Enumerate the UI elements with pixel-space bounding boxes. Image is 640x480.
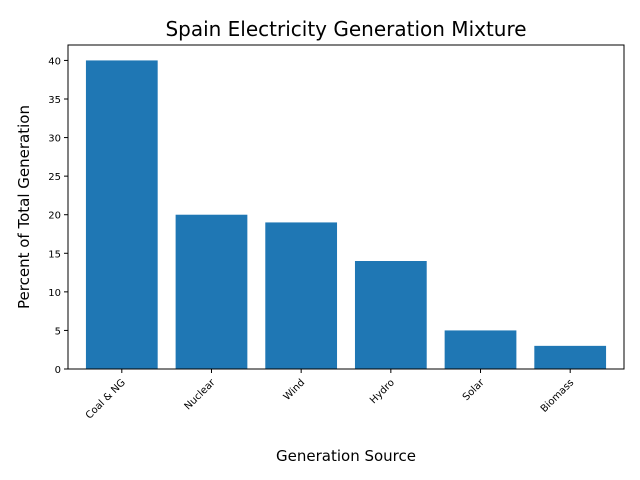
y-tick-label: 15 — [48, 249, 61, 260]
y-tick-label: 0 — [55, 365, 61, 376]
bar-biomass — [534, 345, 607, 369]
chart-title: Spain Electricity Generation Mixture — [165, 17, 526, 41]
y-axis-ticks: 0 5 10 15 20 25 30 35 40 — [48, 56, 68, 376]
x-tick-label: Hydro — [368, 377, 397, 406]
x-tick-label: Coal & NG — [84, 377, 128, 421]
bar-coal-ng — [85, 60, 158, 370]
x-axis-label: Generation Source — [276, 447, 416, 465]
y-tick-label: 25 — [48, 172, 61, 183]
y-tick-label: 40 — [48, 56, 61, 67]
bar-nuclear — [175, 214, 248, 369]
bar-solar — [444, 330, 517, 369]
y-tick-label: 30 — [48, 134, 61, 145]
x-axis-ticks: Coal & NG Nuclear Wind Hydro Solar Biomass — [84, 369, 577, 421]
y-tick-label: 10 — [48, 288, 61, 299]
y-tick-label: 5 — [55, 326, 61, 337]
x-tick-label: Biomass — [539, 377, 577, 415]
bars-group — [85, 60, 607, 370]
x-tick-label: Solar — [461, 377, 487, 403]
bar-hydro — [354, 261, 427, 369]
plot-frame — [67, 44, 625, 370]
y-tick-label: 20 — [48, 211, 61, 222]
y-tick-label: 35 — [48, 95, 61, 106]
x-tick-label: Nuclear — [183, 377, 219, 413]
bar-wind — [265, 222, 338, 369]
x-tick-label: Wind — [282, 377, 308, 403]
y-axis-label: Percent of Total Generation — [15, 105, 33, 309]
